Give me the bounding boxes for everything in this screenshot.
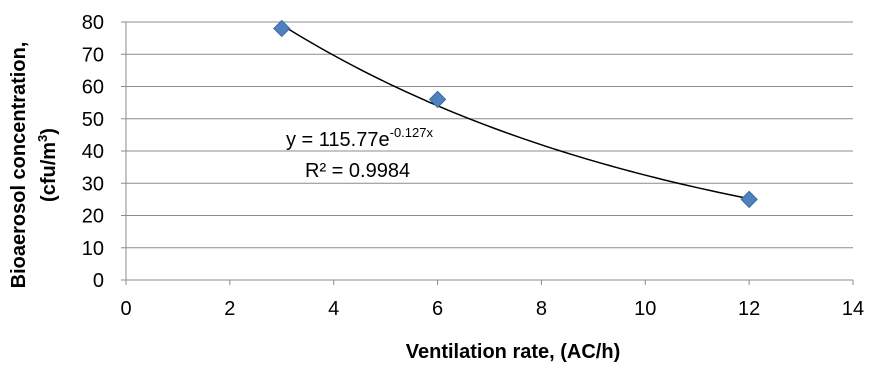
equation-main: y = 115.77e xyxy=(286,129,390,151)
x-tick-label: 8 xyxy=(536,298,547,320)
x-tick-label: 0 xyxy=(120,298,131,320)
data-points xyxy=(273,19,758,209)
y-tick-label: 30 xyxy=(82,173,104,195)
y-tick-label: 10 xyxy=(82,238,104,260)
x-tick-label: 6 xyxy=(432,298,443,320)
y-tick-label: 60 xyxy=(82,77,104,99)
y-tick-label: 50 xyxy=(82,109,104,131)
r-squared-label: R² = 0.9984 xyxy=(305,160,410,182)
y-axis-title-line2: (cfu/m3) xyxy=(35,128,60,202)
x-tick-label: 10 xyxy=(634,298,656,320)
data-point xyxy=(740,190,758,209)
y-axis-unit-close: ) xyxy=(38,128,60,135)
exponential-trendline xyxy=(281,24,750,200)
x-tick-label: 14 xyxy=(842,298,864,320)
y-axis-unit-superscript: 3 xyxy=(35,135,50,142)
data-point xyxy=(273,19,291,38)
x-tick-label: 2 xyxy=(224,298,235,320)
y-axis-unit: (cfu/m xyxy=(38,142,60,202)
y-tick-label: 80 xyxy=(82,12,104,34)
y-axis-title: Bioaerosol concentration, (cfu/m3) xyxy=(8,42,60,289)
y-tick-label: 0 xyxy=(93,270,104,292)
y-tick-label: 70 xyxy=(82,44,104,66)
x-tick-label: 4 xyxy=(328,298,339,320)
x-axis-title: Ventilation rate, (AC/h) xyxy=(406,341,620,363)
axes xyxy=(121,21,854,285)
y-tick-label: 40 xyxy=(82,141,104,163)
y-tick-label: 20 xyxy=(82,206,104,228)
data-point xyxy=(428,90,447,109)
y-axis-title-line1: Bioaerosol concentration, xyxy=(8,42,30,289)
x-tick-labels: 0 2 4 6 8 10 12 14 xyxy=(120,298,864,320)
x-tick-label: 12 xyxy=(738,298,760,320)
trendline-equation: y = 115.77e-0.127x xyxy=(286,125,433,151)
y-tick-labels: 0 10 20 30 40 50 60 70 80 xyxy=(82,12,104,292)
equation-exponent: -0.127x xyxy=(390,125,434,140)
gridlines xyxy=(126,21,853,249)
